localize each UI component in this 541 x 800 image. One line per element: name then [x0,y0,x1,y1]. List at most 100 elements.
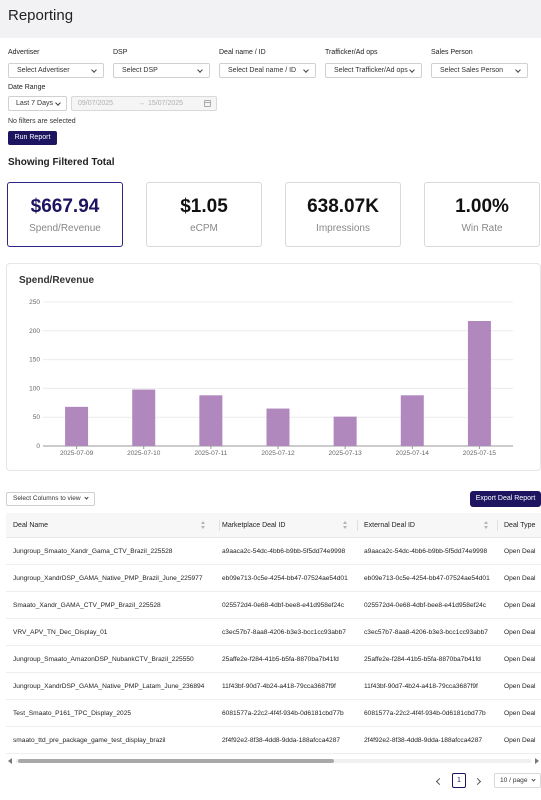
deals-table: Deal Name Marketplace Deal ID External D… [6,513,541,756]
chevron-down-icon [515,67,521,73]
x-tick-label: 2025-07-11 [194,450,227,457]
marketplace-deal-id-cell: eb09e713-0c5e-4254-bb47-07524ae54d01 [222,575,348,582]
table-row[interactable]: Test_Smaato_P161_TPC_Display_2025 608157… [6,700,541,727]
deal-type-cell: Open Deal [504,629,536,636]
x-tick-label: 2025-07-12 [261,450,295,457]
sort-icon[interactable] [201,521,206,530]
marketplace-deal-id-cell: 25affe2e-f284-41b5-b5fa-8870ba7b41fd [222,656,339,663]
date-range-label: Date Range [8,84,46,91]
bar [266,408,290,446]
scroll-right-icon[interactable] [535,758,539,764]
calendar-icon [204,100,211,107]
deal-name-cell: Jungroup_Smaato_Xandr_Gama_CTV_Brazil_22… [13,548,173,555]
column-divider [219,520,220,531]
deal-type-cell: Open Deal [504,737,536,744]
sales-select[interactable]: Select Sales Person [431,63,528,78]
external-deal-id-cell: 6081577a-22c2-4f4f-934b-0d6181cbd77b [364,710,486,717]
export-deal-report-button[interactable]: Export Deal Report [470,491,541,507]
x-tick-label: 2025-07-10 [127,450,161,457]
select-columns-dropdown[interactable]: Select Columns to view [6,492,95,506]
deal-name-cell: Test_Smaato_P161_TPC_Display_2025 [13,710,132,717]
sales-label: Sales Person [431,49,473,56]
column-divider [497,520,498,531]
deal-name-cell: Smaato_Xandr_GAMA_CTV_PMP_Brazil_225528 [13,602,161,609]
summary-title: Showing Filtered Total [8,157,115,168]
spend-revenue-card[interactable]: $667.94 Spend/Revenue [7,182,123,247]
spend-revenue-value: $667.94 [30,196,100,217]
deal-name-cell: smaato_ttd_pre_package_game_test_display… [13,737,166,744]
external-deal-id-cell: 25affe2e-f284-41b5-b5fa-8870ba7b41fd [364,656,481,663]
prev-page-icon[interactable] [434,776,444,786]
y-tick-label: 200 [29,328,40,335]
table-row[interactable]: Jungroup_XandrDSP_GAMA_Native_PMP_Brazil… [6,565,541,592]
scrollbar-thumb[interactable] [18,759,334,763]
select-columns-label: Select Columns to view [13,495,81,502]
external-deal-id-cell: eb09e713-0c5e-4254-bb47-07524ae54d01 [364,575,490,582]
bar [467,321,491,446]
deal-name-cell: VRV_APV_TN_Dec_Display_01 [13,629,108,636]
marketplace-deal-id-cell: a9aaca2c-54dc-4bb6-b9bb-5f5dd74e9998 [222,548,346,555]
deal-select-value: Select Deal name / ID [228,67,297,74]
advertiser-label: Advertiser [8,49,40,56]
spend-revenue-chart: Spend/Revenue 0 50 100 150 200 250 2025-07-09 2… [6,263,541,471]
table-row[interactable]: Jungroup_Smaato_Xandr_Gama_CTV_Brazil_22… [6,538,541,565]
column-header-deal-type[interactable]: Deal Type [504,522,536,529]
next-page-icon[interactable] [473,776,483,786]
deal-name-cell: Jungroup_XandrDSP_GAMA_Native_PMP_Latam_… [13,683,205,690]
start-date-input[interactable]: 09/07/2025 [78,100,114,107]
bar [132,389,156,446]
ecpm-value: $1.05 [180,196,228,217]
marketplace-deal-id-cell: 025572d4-0e68-4dbf-bee8-e41d958ef24c [222,602,345,609]
page-size-select[interactable]: 10 / page [494,773,541,788]
advertiser-select-value: Select Advertiser [17,67,70,74]
scroll-left-icon[interactable] [8,758,12,764]
advertiser-select[interactable]: Select Advertiser [8,63,104,78]
marketplace-deal-id-cell: 6081577a-22c2-4f4f-934b-0d6181cbd77b [222,710,344,717]
dsp-select[interactable]: Select DSP [113,63,210,78]
current-page-button[interactable]: 1 [452,773,466,788]
date-range-picker[interactable]: 09/07/2025 → 15/07/2025 [71,96,217,111]
column-header-marketplace-deal-id[interactable]: Marketplace Deal ID [222,522,286,529]
sort-icon[interactable] [343,521,348,530]
sales-select-value: Select Sales Person [440,67,504,74]
win-rate-label: Win Rate [461,223,503,234]
table-header: Deal Name Marketplace Deal ID External D… [6,513,541,538]
table-row[interactable]: Smaato_Xandr_GAMA_CTV_PMP_Brazil_225528 … [6,592,541,619]
run-report-button[interactable]: Run Report [8,131,57,145]
bar [333,416,357,446]
impressions-card[interactable]: 638.07K Impressions [285,182,401,247]
date-preset-value: Last 7 Days [16,100,53,107]
chevron-down-icon [197,67,203,73]
bar [65,406,89,446]
chevron-down-icon [531,777,536,782]
impressions-value: 638.07K [307,196,379,217]
page-title: Reporting [8,7,74,24]
y-tick-label: 0 [36,443,40,450]
table-row[interactable]: Jungroup_Smaato_AmazonDSP_NubankCTV_Braz… [6,646,541,673]
deal-type-cell: Open Deal [504,683,536,690]
deal-select[interactable]: Select Deal name / ID [219,63,316,78]
end-date-input[interactable]: 15/07/2025 [148,100,184,107]
date-arrow-icon: → [138,100,145,107]
deal-type-cell: Open Deal [504,548,536,555]
win-rate-card[interactable]: 1.00% Win Rate [424,182,540,247]
external-deal-id-cell: 11f43bf-90d7-4b24-a418-79cca3687f9f [364,683,478,690]
external-deal-id-cell: 025572d4-0e68-4dbf-bee8-e41d958ef24c [364,602,487,609]
table-row[interactable]: smaato_ttd_pre_package_game_test_display… [6,727,541,754]
marketplace-deal-id-cell: 2f4f92e2-8f38-4dd8-9dda-188afcca4287 [222,737,341,744]
chart-title: Spend/Revenue [19,275,95,286]
x-tick-label: 2025-07-14 [396,450,430,457]
ecpm-card[interactable]: $1.05 eCPM [146,182,262,247]
date-preset-select[interactable]: Last 7 Days [8,96,67,111]
column-header-external-deal-id[interactable]: External Deal ID [364,522,415,529]
sort-icon[interactable] [484,521,489,530]
trafficker-select-value: Select Trafficker/Ad ops [334,67,408,74]
y-tick-label: 100 [29,385,40,392]
column-header-deal-name[interactable]: Deal Name [13,522,49,529]
table-horizontal-scrollbar[interactable] [6,757,541,765]
table-row[interactable]: Jungroup_XandrDSP_GAMA_Native_PMP_Latam_… [6,673,541,700]
impressions-label: Impressions [316,223,370,234]
trafficker-select[interactable]: Select Trafficker/Ad ops [325,63,422,78]
deal-label: Deal name / ID [219,49,266,56]
table-row[interactable]: VRV_APV_TN_Dec_Display_01 c3ec57b7-8aa8-… [6,619,541,646]
